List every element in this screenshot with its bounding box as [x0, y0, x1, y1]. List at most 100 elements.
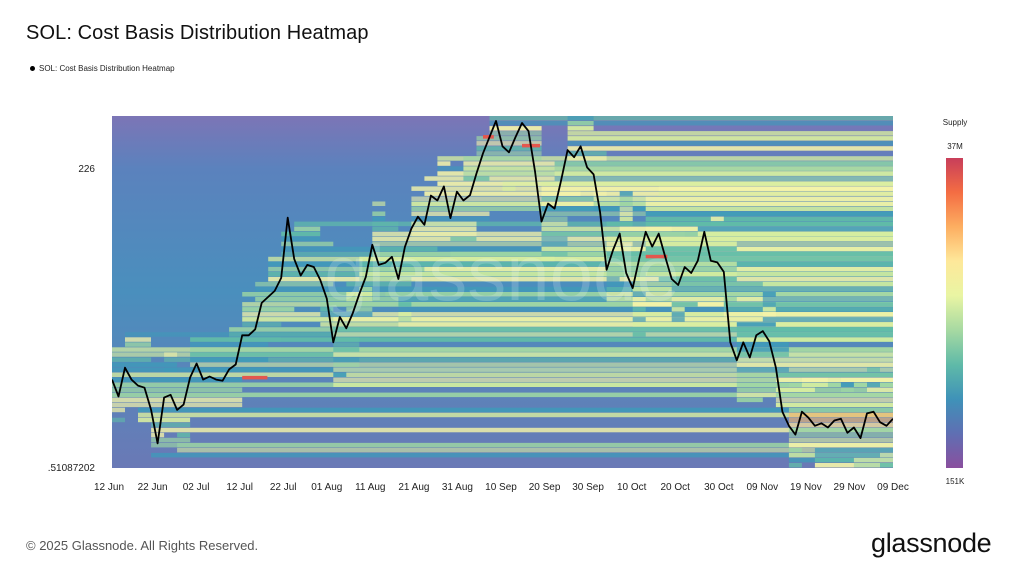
heatmap-cell	[788, 427, 893, 433]
heatmap-cell	[880, 463, 893, 468]
colorbar-title: Supply	[942, 118, 968, 127]
heatmap-cell	[151, 422, 191, 428]
heatmap-cell	[775, 397, 893, 403]
heatmap-cell	[333, 347, 360, 352]
heatmap-cell	[346, 297, 373, 302]
heatmap-cell	[567, 131, 893, 136]
heatmap-cell	[112, 417, 125, 423]
heatmap-cell	[125, 342, 151, 347]
heatmap-cell	[606, 221, 633, 227]
heatmap-cell	[606, 276, 620, 282]
heatmap-cell	[619, 196, 633, 201]
x-tick-label: 31 Aug	[442, 482, 473, 493]
heatmap-cell	[867, 382, 880, 387]
heatmap-cell	[736, 342, 789, 347]
heatmap-cell	[112, 392, 893, 398]
heatmap-cell	[372, 201, 386, 206]
heatmap-cell	[775, 382, 789, 387]
heatmap-cell	[541, 256, 555, 262]
heatmap-cell	[671, 271, 737, 277]
heatmap-cell	[567, 126, 594, 131]
heatmap-cell	[333, 342, 360, 347]
heatmap-hotspot	[893, 279, 906, 283]
x-tick-label: 22 Jul	[270, 482, 297, 493]
heatmap-cell	[814, 447, 893, 453]
heatmap-cell	[476, 151, 542, 156]
heatmap-cell	[788, 412, 893, 418]
heatmap-cell	[398, 317, 412, 322]
heatmap-cell	[606, 251, 893, 257]
heatmap-cell	[112, 357, 152, 362]
heatmap-cell	[671, 302, 698, 307]
heatmap-cell	[112, 407, 125, 413]
heatmap-cell	[880, 452, 893, 458]
heatmap-cell	[463, 176, 490, 181]
y-axis-ticks: 226 .51087202	[48, 164, 96, 474]
heatmap-cell	[151, 437, 191, 443]
heatmap-cell	[554, 171, 893, 176]
heatmap-cell	[151, 432, 165, 438]
heatmap-cell	[177, 442, 893, 448]
heatmap-cell	[333, 362, 360, 367]
heatmap-cell	[476, 146, 542, 151]
heatmap-cell	[736, 347, 789, 352]
heatmap-cell	[606, 266, 737, 272]
heatmap-cell	[125, 337, 151, 342]
heatmap-cell	[541, 191, 581, 196]
heatmap-cell	[138, 412, 893, 418]
heatmap-cell	[840, 382, 854, 387]
heatmap-cell	[853, 457, 893, 463]
heatmap-cell	[411, 231, 477, 237]
heatmap-cell	[255, 281, 334, 287]
x-tick-label: 12 Jul	[226, 482, 253, 493]
heatmap-cell	[632, 317, 646, 322]
x-tick-label: 01 Aug	[311, 482, 342, 493]
heatmap-cell	[333, 367, 893, 372]
heatmap-cell	[437, 161, 451, 166]
heatmap-cell	[567, 116, 594, 121]
heatmap-cell	[762, 312, 776, 317]
heatmap-cell	[619, 201, 633, 206]
heatmap-hotspot	[242, 375, 268, 380]
heatmap-cell	[359, 276, 412, 282]
heatmap-cell	[281, 241, 334, 247]
heatmap-cell	[723, 312, 893, 317]
colorbar	[946, 158, 963, 468]
heatmap-cell	[372, 216, 386, 222]
heatmap-cell	[853, 463, 893, 468]
heatmap-hotspot	[645, 254, 668, 259]
heatmap-cell	[398, 312, 412, 317]
heatmap-cell	[567, 151, 607, 156]
heatmap-cell	[775, 377, 893, 382]
heatmap-cell	[736, 352, 789, 357]
heatmap-cell	[567, 156, 607, 161]
heatmap-cell	[242, 312, 893, 317]
heatmap-cell	[762, 307, 776, 312]
heatmap-cell	[645, 221, 893, 227]
y-tick-label: .51087202	[48, 463, 96, 474]
heatmap-cell	[463, 156, 542, 161]
heatmap-cell	[268, 276, 893, 282]
heatmap-cell	[151, 427, 893, 433]
heatmap-cell	[112, 397, 243, 403]
heatmap-cell	[762, 302, 776, 307]
heatmap-cell	[893, 373, 895, 378]
heatmap-cell	[632, 332, 646, 337]
heatmap-cell	[138, 407, 893, 413]
heatmap-cell	[723, 297, 737, 302]
heatmap-cell	[736, 362, 893, 367]
heatmap-cell	[593, 191, 607, 196]
heatmap-cell	[788, 463, 802, 468]
heatmap-cell	[645, 231, 685, 237]
heatmap-cell	[867, 387, 893, 392]
heatmap-cell	[671, 317, 685, 322]
heatmap-cell	[450, 246, 464, 252]
heatmap-cell	[333, 372, 347, 377]
legend-dot-icon	[30, 66, 35, 71]
heatmap-cell	[294, 221, 893, 227]
x-tick-label: 12 Jun	[94, 482, 124, 493]
heatmap-cell	[164, 357, 893, 362]
heatmap-cell	[333, 382, 893, 387]
heatmap-cell	[606, 256, 893, 262]
colorbar-gradient	[946, 158, 963, 468]
